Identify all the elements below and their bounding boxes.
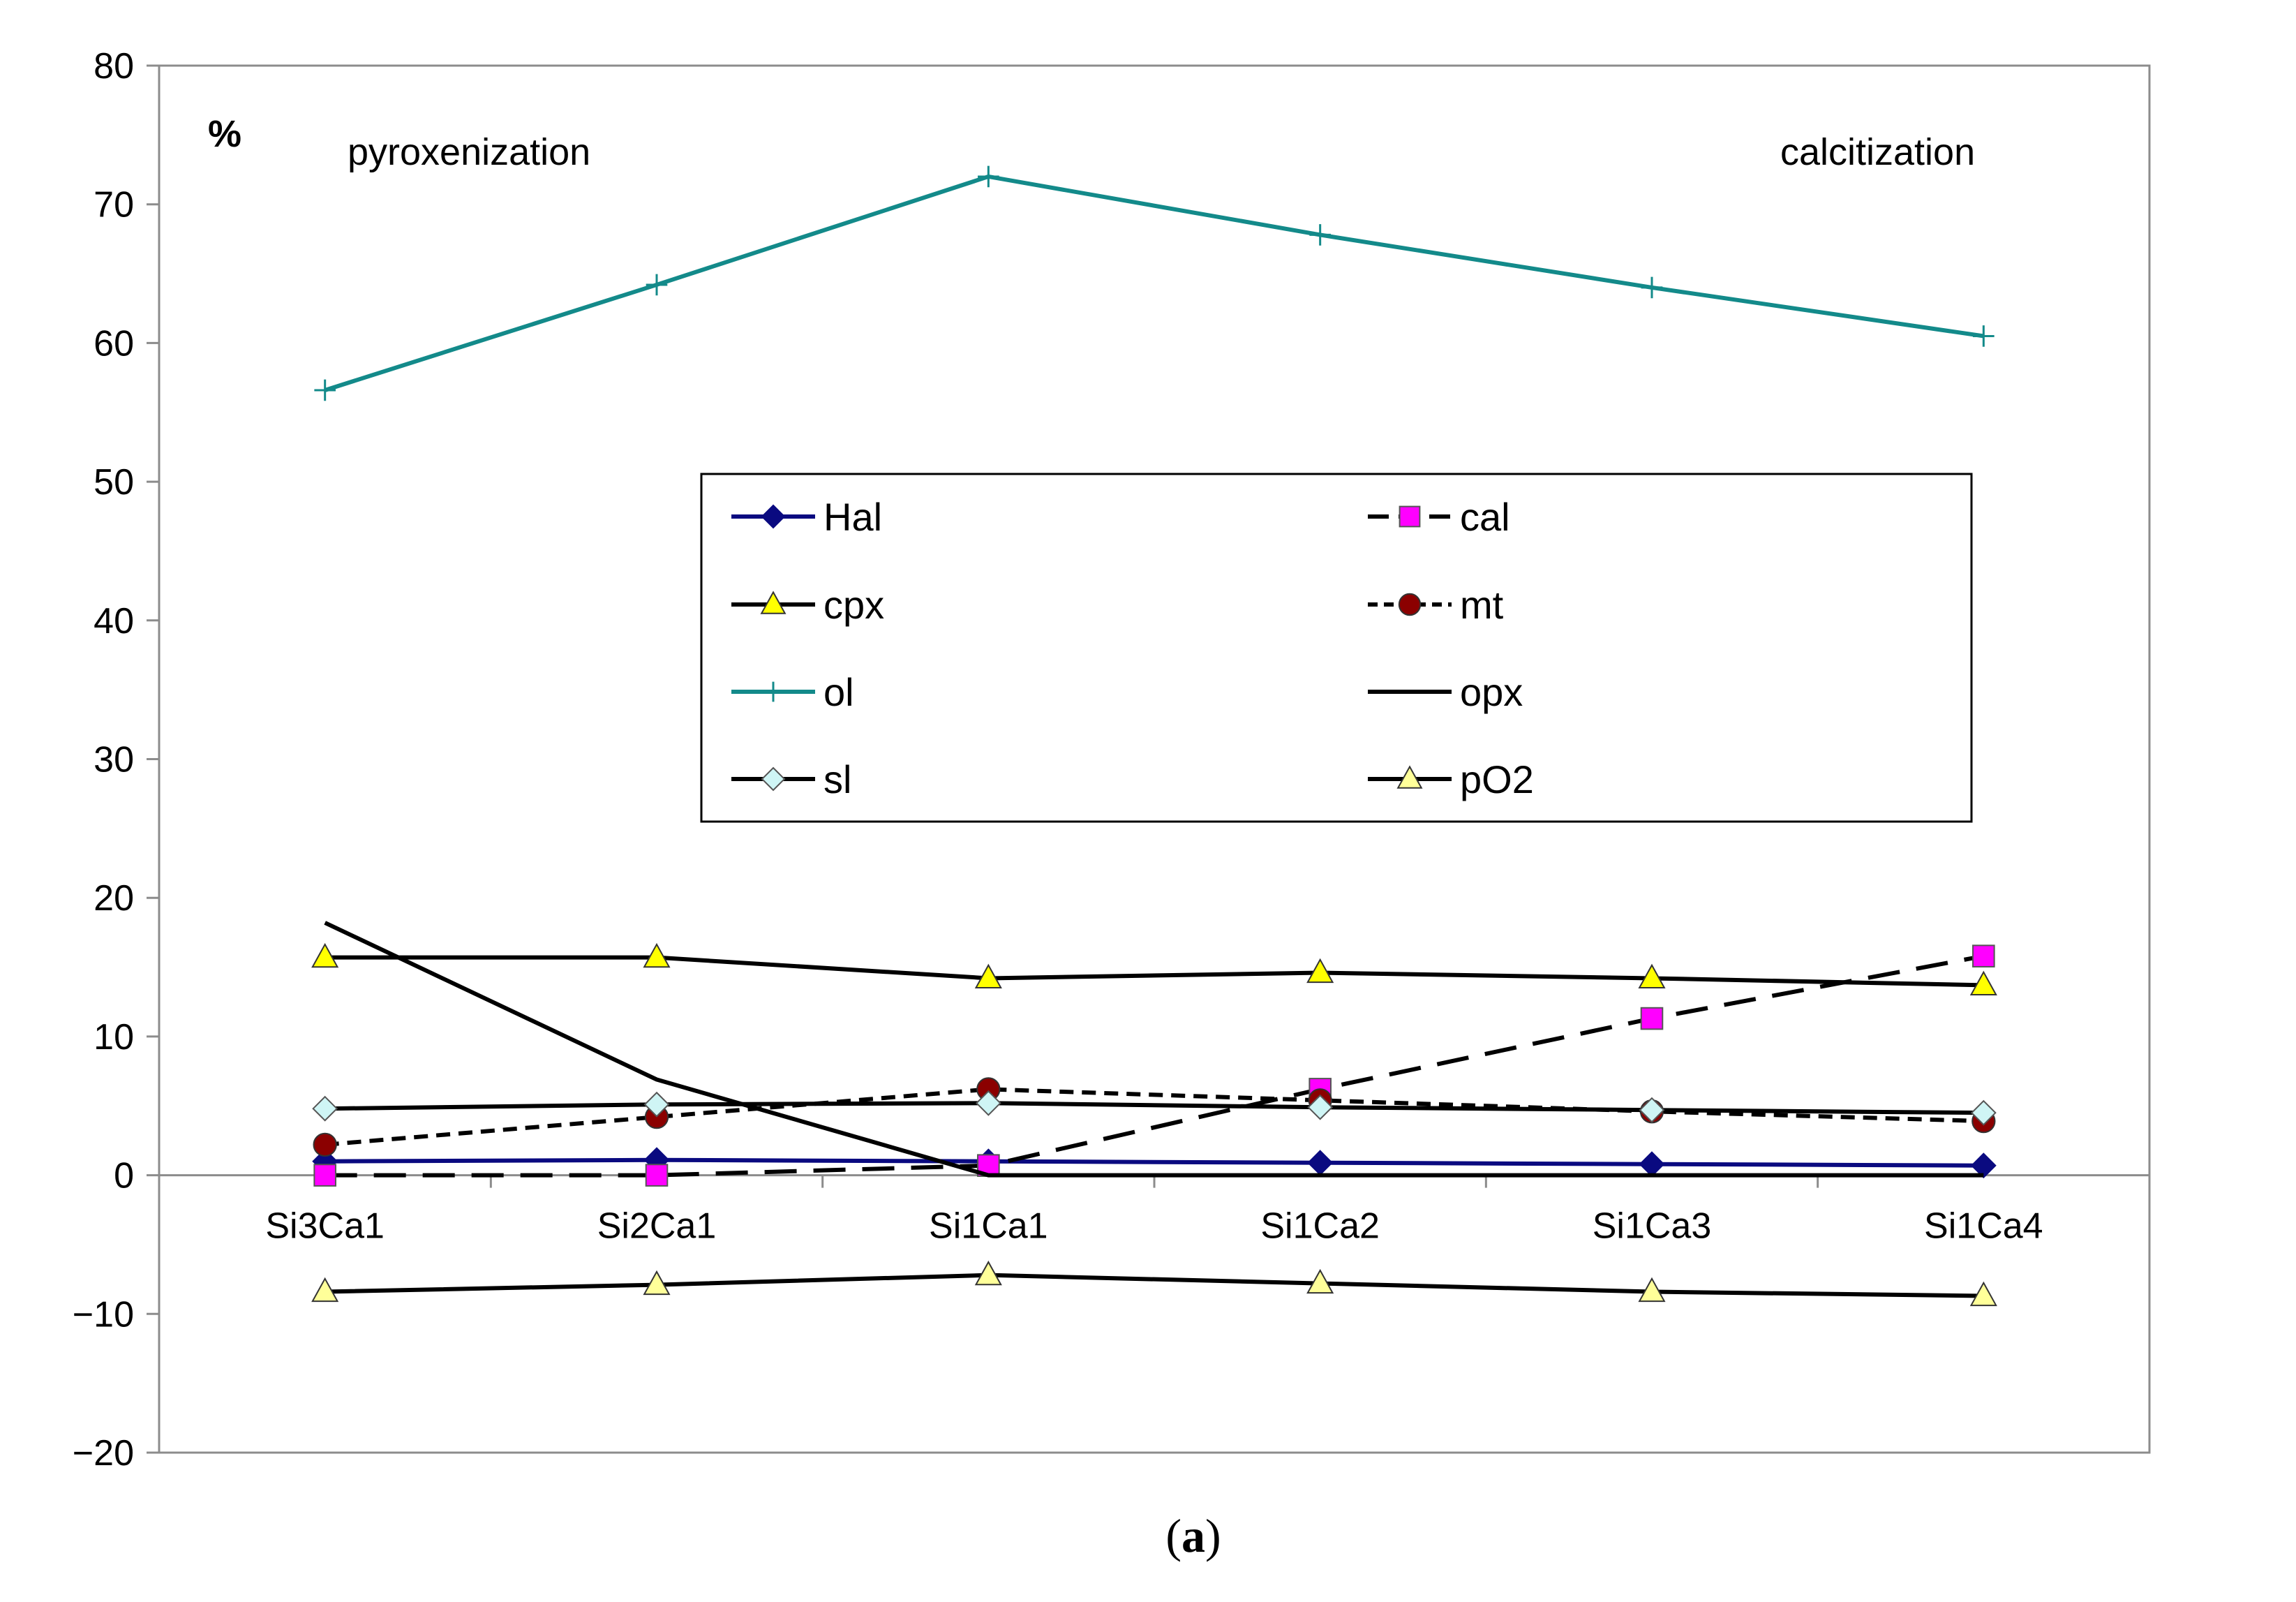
legend-label: cal [1460, 495, 1510, 539]
x-tick-label: Si1Ca1 [929, 1206, 1048, 1247]
legend-marker [1399, 505, 1421, 528]
y-tick-label: 50 [94, 462, 134, 503]
series-line-ol [324, 174, 1984, 392]
legend-item-mt: mt [1368, 583, 1504, 627]
legend-label: ol [823, 670, 854, 714]
data-point-ol [314, 379, 336, 401]
y-tick-label: 30 [94, 740, 134, 780]
data-point-pO2 [1969, 1281, 1997, 1307]
data-point-sl [1307, 1094, 1334, 1120]
series-line-Hal [325, 1157, 1984, 1168]
y-tick-label: 40 [94, 601, 134, 641]
data-point-ol [1973, 325, 1995, 347]
legend-item-opx: opx [1368, 670, 1523, 714]
annotation-calcitization: calcitization [1780, 131, 1975, 173]
legend: Hal cal cpx mt ol opx sl pO2 [700, 473, 1973, 823]
data-point-sl [643, 1091, 670, 1118]
data-point-sl [1639, 1097, 1665, 1123]
x-tick-label: Si1Ca2 [1260, 1206, 1380, 1247]
data-point-ol [1641, 276, 1663, 299]
annotation-pyroxenization: pyroxenization [348, 131, 590, 173]
data-point-ol [978, 165, 999, 188]
legend-item-Hal: Hal [731, 495, 882, 539]
figure-caption: (a) [1165, 1509, 1221, 1562]
series-layer [311, 165, 1997, 1307]
series-cpx [311, 942, 1997, 995]
x-tick-label: Si1Ca4 [1924, 1206, 2043, 1247]
data-point-ol [646, 274, 668, 296]
legend-marker [760, 591, 787, 614]
data-point-pO2 [1306, 1268, 1334, 1294]
legend-marker [763, 681, 784, 702]
series-line-mt [325, 1087, 1984, 1147]
data-point-sl [1970, 1099, 1997, 1126]
data-point-pO2 [311, 1277, 339, 1303]
legend-label: sl [823, 757, 851, 801]
data-point-cpx [1969, 970, 1997, 995]
y-tick-label: 70 [94, 185, 134, 225]
legend-marker [761, 766, 786, 792]
legend-marker [1396, 765, 1423, 789]
legend-item-sl: sl [731, 757, 851, 801]
data-point-pO2 [1638, 1277, 1666, 1303]
data-point-cpx [1306, 958, 1334, 984]
series-line-cal [325, 954, 1984, 1178]
y-tick-label: 60 [94, 323, 134, 364]
data-point-cpx [1638, 963, 1666, 989]
y-axis: 80 70 60 50 40 30 20 10 0 −10 −20 [73, 46, 159, 1474]
series-sl [312, 1090, 1997, 1126]
data-point-cal [645, 1164, 669, 1187]
legend-label: pO2 [1460, 757, 1534, 801]
series-opx [324, 921, 1984, 1178]
x-tick-label: Si2Ca1 [597, 1206, 717, 1247]
y-tick-label: 80 [94, 46, 134, 87]
legend-label: Hal [823, 495, 882, 539]
x-tick-label: Si1Ca3 [1593, 1206, 1712, 1247]
data-point-Hal [1970, 1152, 1997, 1179]
legend-label: cpx [823, 583, 884, 627]
data-point-cpx [974, 963, 1002, 989]
data-point-ol [1309, 224, 1331, 246]
legend-marker [1398, 593, 1422, 616]
series-line-cpx [325, 955, 1984, 988]
series-line-pO2 [325, 1273, 1984, 1298]
data-point-mt [313, 1132, 337, 1157]
legend-item-cal: cal [1368, 495, 1510, 539]
y-tick-label: −10 [73, 1294, 134, 1335]
series-line-sl [325, 1101, 1984, 1115]
data-point-cal [1972, 944, 1995, 967]
caption-label: a [1181, 1509, 1205, 1562]
y-tick-label: 10 [94, 1017, 134, 1058]
series-cal [313, 944, 1995, 1187]
legend-item-ol: ol [731, 670, 854, 714]
legend-box [700, 473, 1973, 823]
data-point-sl [975, 1090, 1001, 1116]
legend-item-cpx: cpx [731, 583, 884, 627]
legend-label: mt [1460, 583, 1504, 627]
series-line-opx [324, 921, 1984, 1178]
data-point-sl [312, 1095, 338, 1122]
series-pO2 [311, 1260, 1997, 1307]
y-tick-label: −20 [73, 1433, 134, 1474]
legend-marker [761, 504, 786, 529]
data-point-cal [1640, 1007, 1664, 1030]
legend-item-pO2: pO2 [1368, 757, 1534, 801]
unit-label: % [208, 113, 241, 155]
data-point-pO2 [974, 1260, 1002, 1286]
series-ol [314, 165, 1995, 401]
data-point-cpx [643, 942, 671, 968]
x-tick-label: Si3Ca1 [265, 1206, 385, 1247]
data-point-pO2 [643, 1270, 671, 1296]
data-point-cpx [311, 942, 339, 968]
y-tick-label: 0 [114, 1156, 134, 1196]
y-tick-label: 20 [94, 878, 134, 919]
data-point-cal [313, 1164, 336, 1187]
legend-label: opx [1460, 670, 1523, 714]
